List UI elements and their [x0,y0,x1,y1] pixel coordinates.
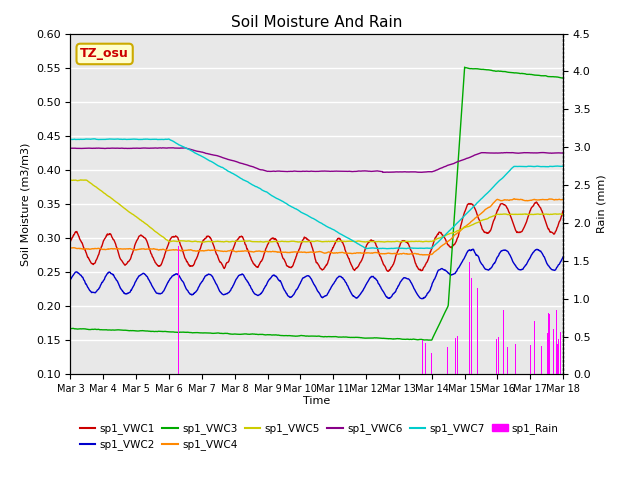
Title: Soil Moisture And Rain: Soil Moisture And Rain [231,15,403,30]
Y-axis label: Soil Moisture (m3/m3): Soil Moisture (m3/m3) [20,142,30,266]
Y-axis label: Rain (mm): Rain (mm) [596,175,606,233]
X-axis label: Time: Time [303,396,330,406]
Legend: sp1_VWC1, sp1_VWC2, sp1_VWC3, sp1_VWC4, sp1_VWC5, sp1_VWC6, sp1_VWC7, sp1_Rain: sp1_VWC1, sp1_VWC2, sp1_VWC3, sp1_VWC4, … [76,419,563,455]
Text: TZ_osu: TZ_osu [80,48,129,60]
